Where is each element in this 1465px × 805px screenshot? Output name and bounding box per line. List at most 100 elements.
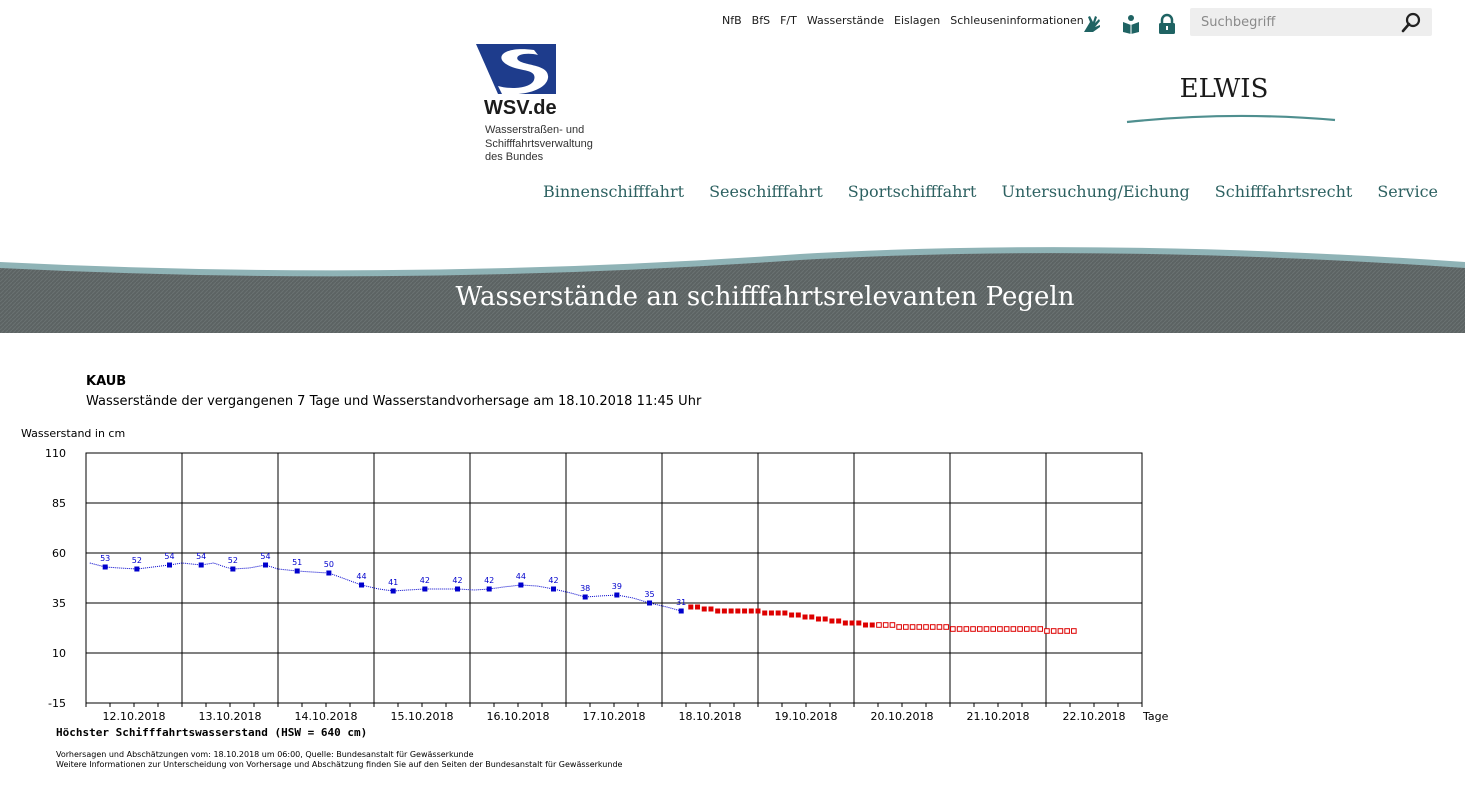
estimate-point — [950, 626, 956, 632]
x-tick-label: 21.10.2018 — [967, 710, 1030, 723]
nav-seeschifffahrt[interactable]: Seeschifffahrt — [709, 182, 823, 201]
forecast-point — [802, 614, 808, 620]
x-tick-label: 22.10.2018 — [1063, 710, 1126, 723]
estimate-point — [909, 624, 916, 630]
measured-point — [167, 562, 173, 568]
forecast-point — [728, 608, 734, 614]
chart-subtitle: Wasserstände der vergangenen 7 Tage und … — [86, 394, 702, 409]
measured-data-label: 44 — [356, 572, 366, 581]
forecast-point — [755, 608, 761, 614]
forecast-point — [856, 620, 862, 626]
estimate-point — [1044, 628, 1050, 634]
nav-schifffahrtsrecht[interactable]: Schifffahrtsrecht — [1214, 182, 1353, 201]
top-link-schleuseninformationen[interactable]: Schleuseninformationen — [950, 14, 1084, 27]
top-link-nfb[interactable]: NfB — [722, 14, 742, 27]
nav-service[interactable]: Service — [1377, 182, 1439, 201]
top-link-wasserstaende[interactable]: Wasserstände — [806, 14, 884, 27]
search-input[interactable] — [1190, 8, 1401, 36]
forecast-point — [762, 610, 768, 616]
estimate-point — [903, 624, 909, 630]
estimate-point — [1057, 628, 1064, 634]
estimate-point — [896, 624, 902, 630]
y-tick-label: 35 — [52, 597, 66, 610]
measured-point — [518, 582, 524, 588]
measured-data-label: 52 — [132, 556, 142, 565]
y-tick-label: 85 — [52, 497, 66, 510]
measured-data-label: 41 — [388, 578, 398, 587]
measured-data-label: 44 — [516, 572, 526, 581]
y-axis-label: Wasserstand in cm — [21, 427, 126, 440]
x-tick-label: 15.10.2018 — [391, 710, 454, 723]
estimate-point — [929, 624, 936, 630]
forecast-point — [748, 608, 754, 614]
estimate-point — [1064, 628, 1070, 634]
measured-data-label: 54 — [164, 552, 174, 561]
measured-point — [614, 592, 620, 598]
estimate-point — [1050, 628, 1057, 634]
estimate-point — [916, 624, 923, 630]
estimate-point — [990, 626, 997, 632]
x-tick-label: 14.10.2018 — [295, 710, 358, 723]
estimate-point — [943, 624, 949, 630]
measured-data-label: 35 — [644, 590, 654, 599]
estimate-point — [1071, 628, 1077, 634]
y-tick-label: 110 — [45, 447, 66, 460]
y-tick-label: -15 — [48, 697, 66, 710]
forecast-point — [775, 610, 781, 616]
sign-language-icon[interactable] — [1081, 13, 1103, 35]
site-title[interactable]: ELWIS — [1179, 74, 1269, 104]
measured-data-label: 54 — [196, 552, 206, 561]
top-link-bfs[interactable]: BfS — [751, 14, 771, 27]
gauge-name: KAUB — [86, 374, 127, 389]
info-note: Weitere Informationen zur Unterscheidung… — [56, 760, 623, 769]
forecast-point — [742, 608, 748, 614]
search-icon[interactable] — [1400, 12, 1422, 34]
forecast-point — [822, 616, 828, 622]
lock-icon[interactable] — [1156, 13, 1178, 35]
forecast-point — [829, 618, 835, 624]
measured-data-label: 42 — [484, 576, 494, 585]
forecast-point — [768, 610, 774, 616]
measured-data-label: 42 — [548, 576, 558, 585]
nav-untersuchung-eichung[interactable]: Untersuchung/Eichung — [1001, 182, 1190, 201]
x-axis-label: Tage — [1142, 710, 1169, 723]
measured-point — [678, 608, 684, 614]
easy-language-icon[interactable] — [1120, 13, 1142, 35]
wsv-logo-icon[interactable] — [476, 44, 556, 94]
nav-sportschifffahrt[interactable]: Sportschifffahrt — [847, 182, 977, 201]
search-box — [1190, 8, 1432, 36]
x-tick-label: 12.10.2018 — [103, 710, 166, 723]
measured-point — [647, 600, 653, 606]
forecast-point — [863, 622, 869, 628]
measured-data-label: 53 — [100, 554, 110, 563]
estimate-point — [876, 622, 882, 628]
top-link-ft[interactable]: F/T — [780, 14, 797, 27]
estimate-point — [923, 624, 929, 630]
top-link-eislagen[interactable]: Eislagen — [894, 14, 941, 27]
forecast-point — [701, 606, 707, 612]
forecast-point — [789, 612, 795, 618]
logo-name: WSV.de — [484, 97, 557, 119]
forecast-point — [869, 622, 875, 628]
measured-data-label: 51 — [292, 558, 302, 567]
forecast-point — [849, 620, 855, 626]
measured-data-label: 54 — [260, 552, 270, 561]
estimate-point — [882, 622, 889, 628]
measured-series-line — [89, 562, 682, 612]
forecast-point — [795, 612, 801, 618]
measured-data-label: 39 — [612, 582, 622, 591]
measured-point — [326, 570, 332, 576]
estimate-point — [963, 626, 970, 632]
x-tick-label: 20.10.2018 — [871, 710, 934, 723]
forecast-point — [836, 618, 842, 624]
estimate-point — [1010, 626, 1017, 632]
measured-data-label: 42 — [452, 576, 462, 585]
forecast-point — [695, 604, 701, 610]
estimate-point — [936, 624, 943, 630]
measured-point — [455, 586, 461, 592]
forecast-point — [721, 608, 727, 614]
nav-binnenschifffahrt[interactable]: Binnenschifffahrt — [543, 182, 685, 201]
estimate-point — [997, 626, 1003, 632]
measured-point — [134, 566, 140, 572]
forecast-point — [735, 608, 741, 614]
